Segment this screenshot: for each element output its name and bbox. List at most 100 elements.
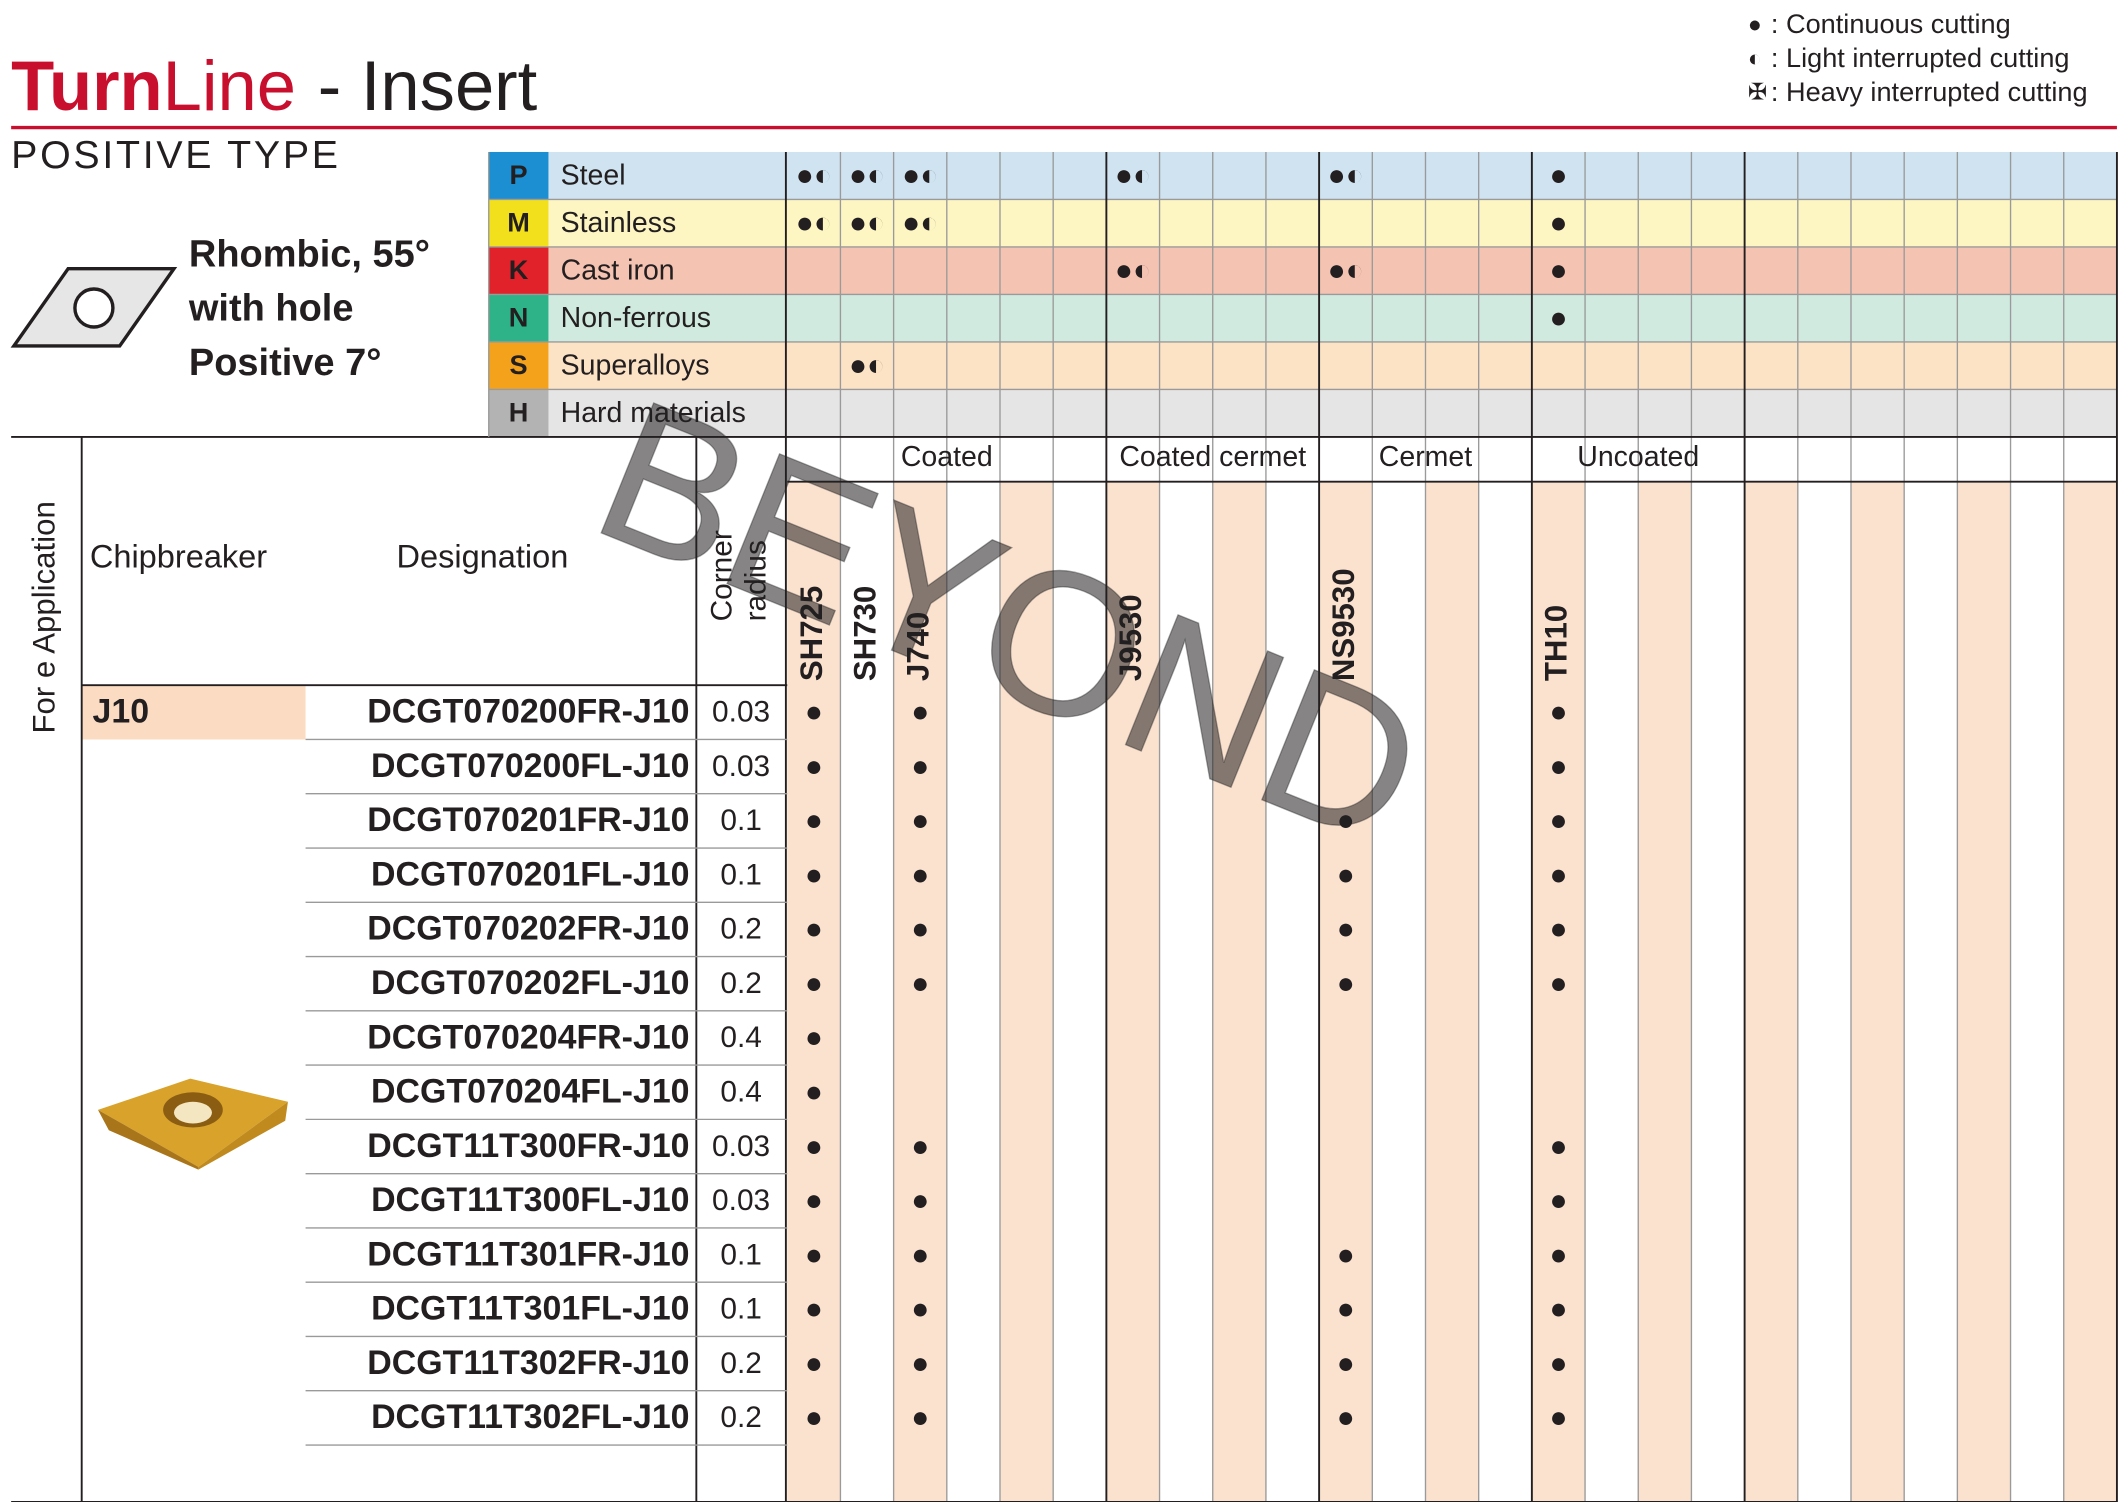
grade-mark: ● (1337, 804, 1355, 837)
grade-mark: ● (911, 696, 929, 729)
material-letter-box (488, 294, 549, 342)
grade-mark: ● (805, 967, 823, 1000)
material-name: Cast iron (561, 255, 675, 287)
corner-radius: 0.1 (720, 804, 762, 837)
title-rest: - Insert (318, 46, 538, 125)
grade-mark: ● (911, 750, 929, 783)
material-letter-box (488, 199, 549, 247)
corner-radius-header: Corner (705, 530, 738, 621)
corner-radius: 0.03 (712, 1184, 770, 1217)
material-mark: ●◐ (902, 159, 938, 192)
material-row (488, 246, 2117, 295)
grade-mark: ● (1549, 913, 1567, 946)
grade-mark: ● (1337, 967, 1355, 1000)
material-letter: P (510, 159, 528, 190)
grade-mark: ● (911, 967, 929, 1000)
material-letter-box (488, 389, 549, 437)
material-letter: N (509, 302, 529, 333)
designation: DCGT070201FR-J10 (367, 801, 689, 839)
grade-mark: ● (911, 804, 929, 837)
column-stripe (1638, 481, 1692, 1502)
material-mark: ●◐ (796, 206, 832, 239)
shape-icon (10, 266, 178, 348)
hole (73, 287, 115, 329)
grade-name: TH10 (1539, 605, 1574, 681)
grade-mark: ● (805, 1293, 823, 1326)
grade-mark: ● (1337, 1238, 1355, 1271)
material-row (488, 341, 2117, 390)
corner-radius: 0.03 (712, 696, 770, 729)
material-mark: ● (1549, 206, 1567, 239)
grade-mark: ● (1337, 1293, 1355, 1326)
column-stripe (1425, 481, 1479, 1502)
grade-name: J9530 (1113, 594, 1148, 681)
material-name: Non-ferrous (561, 302, 711, 334)
grade-mark: ● (805, 1238, 823, 1271)
grade-name: SH730 (847, 586, 882, 681)
insert-side (198, 1101, 288, 1170)
material-row (488, 389, 2117, 437)
grade-mark: ● (1549, 1184, 1567, 1217)
material-row (488, 199, 2117, 247)
column-stripe (1319, 481, 1373, 1502)
legend-symbol: ✠ (1748, 79, 1767, 105)
material-letter: S (510, 349, 528, 380)
title-brand: Turn (11, 46, 163, 125)
designation: DCGT11T302FR-J10 (367, 1344, 689, 1382)
grade-mark: ● (1337, 1347, 1355, 1380)
designation: DCGT070200FL-J10 (371, 747, 689, 785)
material-mark: ●◐ (796, 159, 832, 192)
material-letter: K (509, 254, 529, 285)
legend-symbol: ● (1748, 11, 1762, 37)
material-mark: ● (1549, 254, 1567, 287)
chipbreaker-header: Chipbreaker (90, 539, 267, 575)
application-label: For e Application (27, 501, 62, 733)
designation: DCGT11T300FR-J10 (367, 1127, 689, 1165)
material-mark: ●◐ (849, 206, 885, 239)
material-mark: ●◐ (1115, 159, 1151, 192)
insert-hole-inner (173, 1101, 212, 1124)
shape-description: Positive 7° (189, 342, 382, 384)
grade-mark: ● (805, 804, 823, 837)
corner-radius: 0.03 (712, 1130, 770, 1163)
grade-mark: ● (1549, 1238, 1567, 1271)
material-mark: ●◐ (1115, 254, 1151, 287)
grade-name: NS9530 (1326, 568, 1361, 681)
grade-name: J740 (900, 612, 935, 681)
column-stripe (2063, 481, 2117, 1502)
grade-group: Coated (901, 441, 993, 473)
corner-radius: 0.4 (720, 1021, 762, 1054)
grade-mark: ● (805, 1347, 823, 1380)
grade-mark: ● (1337, 1401, 1355, 1434)
designation: DCGT11T301FR-J10 (367, 1235, 689, 1273)
shape-description: with hole (188, 288, 354, 330)
grade-mark: ● (1337, 913, 1355, 946)
insert-image (97, 1078, 288, 1170)
grade-name: SH725 (794, 586, 829, 681)
material-name: Superalloys (561, 350, 710, 382)
chipbreaker-cell (81, 685, 306, 740)
grade-mark: ● (805, 913, 823, 946)
corner-radius: 0.2 (720, 967, 762, 1000)
grade-mark: ● (911, 1401, 929, 1434)
grade-group: Cermet (1379, 441, 1472, 473)
column-stripe (893, 481, 947, 1502)
grade-mark: ● (911, 1130, 929, 1163)
material-letter: M (507, 207, 530, 238)
designation: DCGT070204FR-J10 (367, 1018, 689, 1056)
grade-mark: ● (1549, 1130, 1567, 1163)
corner-radius: 0.03 (712, 750, 770, 783)
legend-text: : Continuous cutting (1771, 8, 2011, 39)
column-stripe (999, 481, 1054, 1502)
legend-symbol: ◐ (1748, 45, 1762, 71)
corner-radius: 0.1 (720, 1293, 762, 1326)
designation: DCGT070204FL-J10 (371, 1073, 689, 1111)
designation: DCGT070201FL-J10 (371, 855, 689, 893)
corner-radius: 0.2 (720, 1347, 762, 1380)
material-name: Steel (561, 160, 626, 192)
material-mark: ●◐ (902, 206, 938, 239)
subtitle: POSITIVE TYPE (11, 133, 341, 177)
grade-mark: ● (1549, 750, 1567, 783)
column-stripe (1531, 481, 1586, 1502)
